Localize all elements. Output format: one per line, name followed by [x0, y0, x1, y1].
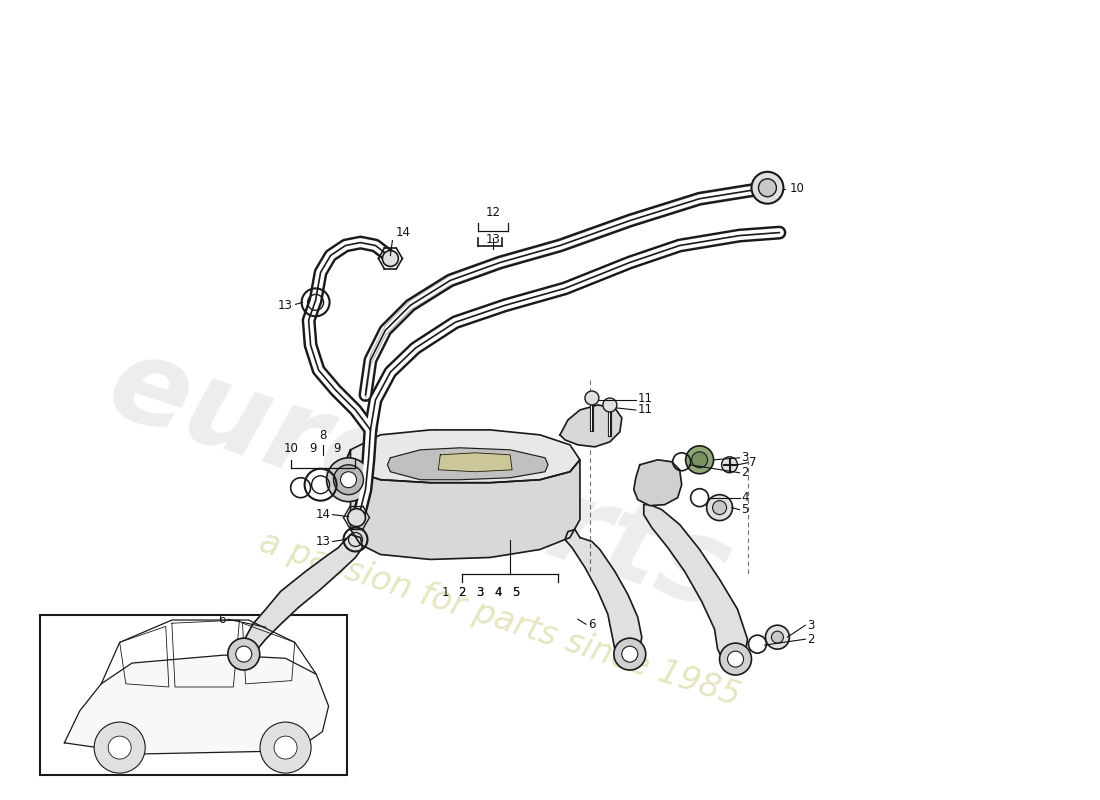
Circle shape: [235, 646, 252, 662]
Circle shape: [383, 250, 398, 266]
Circle shape: [95, 722, 145, 773]
Circle shape: [692, 452, 707, 468]
Polygon shape: [387, 448, 548, 480]
Text: euroParts: euroParts: [95, 325, 746, 634]
Circle shape: [759, 178, 777, 197]
Text: 6: 6: [218, 613, 226, 626]
Circle shape: [341, 472, 356, 488]
Polygon shape: [65, 655, 329, 754]
Text: 2: 2: [807, 633, 815, 646]
Circle shape: [771, 631, 783, 643]
Text: 8: 8: [319, 429, 327, 442]
Polygon shape: [565, 530, 641, 657]
Polygon shape: [345, 430, 580, 482]
Circle shape: [719, 643, 751, 675]
Circle shape: [603, 398, 617, 412]
Polygon shape: [644, 505, 748, 664]
Text: 9: 9: [309, 442, 317, 455]
Circle shape: [348, 509, 365, 526]
Text: 4: 4: [494, 586, 502, 599]
Text: 5: 5: [741, 503, 749, 516]
Text: 4: 4: [494, 586, 502, 599]
Circle shape: [228, 638, 260, 670]
Circle shape: [621, 646, 638, 662]
Text: a passion for parts since 1985: a passion for parts since 1985: [255, 526, 745, 713]
Bar: [40, 615, 346, 774]
Polygon shape: [634, 460, 682, 506]
Polygon shape: [438, 453, 513, 472]
Circle shape: [685, 446, 714, 474]
Circle shape: [327, 458, 371, 502]
Text: 5: 5: [513, 586, 520, 599]
Text: 4: 4: [741, 491, 749, 504]
Text: 13: 13: [278, 299, 293, 312]
Text: 13: 13: [486, 233, 500, 246]
Text: 5: 5: [513, 586, 520, 599]
Text: 13: 13: [316, 535, 331, 548]
Polygon shape: [239, 534, 363, 659]
Polygon shape: [345, 450, 580, 559]
Text: 3: 3: [807, 618, 815, 632]
Circle shape: [706, 494, 733, 521]
Circle shape: [614, 638, 646, 670]
Text: 12: 12: [485, 206, 501, 218]
Text: 14: 14: [316, 508, 331, 521]
Text: 2: 2: [741, 466, 749, 479]
Circle shape: [274, 736, 297, 759]
Circle shape: [713, 501, 727, 514]
Text: 6: 6: [587, 618, 595, 630]
Text: 9: 9: [333, 442, 340, 455]
Circle shape: [108, 736, 131, 759]
Circle shape: [333, 465, 363, 494]
Text: 3: 3: [476, 586, 484, 599]
Text: 3: 3: [741, 451, 749, 464]
Text: 7: 7: [749, 456, 757, 470]
Circle shape: [585, 391, 598, 405]
Circle shape: [727, 651, 744, 667]
Circle shape: [260, 722, 311, 773]
Text: 14: 14: [395, 226, 410, 239]
Text: 11: 11: [638, 403, 652, 417]
Text: 10: 10: [283, 442, 298, 455]
Circle shape: [722, 457, 737, 473]
Text: 2: 2: [459, 586, 466, 599]
Text: 3: 3: [476, 586, 484, 599]
Text: 1: 1: [441, 586, 449, 599]
Text: 2: 2: [459, 586, 466, 599]
Text: 11: 11: [638, 391, 652, 405]
Circle shape: [766, 626, 790, 649]
Circle shape: [751, 172, 783, 204]
Polygon shape: [560, 405, 621, 447]
Text: 10: 10: [790, 182, 804, 195]
